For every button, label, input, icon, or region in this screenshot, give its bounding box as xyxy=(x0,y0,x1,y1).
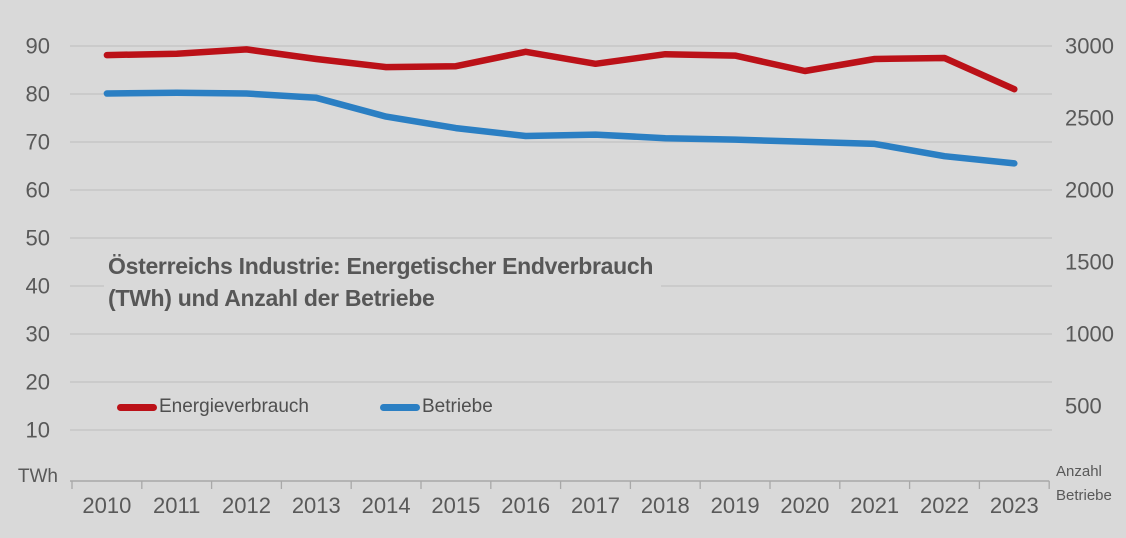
chart-title: Österreichs Industrie: Energetischer End… xyxy=(104,249,662,315)
legend-item-betriebe: Betriebe xyxy=(380,396,493,418)
left-axis-tick-label: 90 xyxy=(26,34,50,59)
left-axis-tick-label: 40 xyxy=(26,274,50,299)
legend-item-energieverbrauch: Energieverbrauch xyxy=(117,396,309,418)
x-axis-year-label: 2017 xyxy=(571,493,620,518)
left-axis-unit-label: TWh xyxy=(17,466,58,487)
right-axis-tick-label: 1500 xyxy=(1065,250,1114,275)
right-axis-tick-label: 3000 xyxy=(1065,34,1114,59)
right-axis-unit-line2: Betriebe xyxy=(1056,487,1112,504)
legend-label-energieverbrauch: Energieverbrauch xyxy=(159,396,309,417)
left-axis-tick-label: 80 xyxy=(26,82,50,107)
left-axis-tick-label: 10 xyxy=(26,418,50,443)
right-axis-tick-label: 500 xyxy=(1065,394,1102,419)
right-axis-tick-label: 2000 xyxy=(1065,178,1114,203)
left-axis-tick-label: 70 xyxy=(26,130,50,155)
betriebe-legend-dash-icon xyxy=(380,403,420,411)
x-axis-year-label: 2015 xyxy=(431,493,480,518)
x-axis-year-label: 2012 xyxy=(222,493,271,518)
x-axis-year-label: 2016 xyxy=(501,493,550,518)
x-axis-year-label: 2019 xyxy=(711,493,760,518)
x-axis-year-label: 2020 xyxy=(780,493,829,518)
x-axis-year-label: 2022 xyxy=(920,493,969,518)
legend-label-betriebe: Betriebe xyxy=(422,396,493,417)
energieverbrauch-line xyxy=(103,46,1018,93)
energieverbrauch-legend-dash-icon xyxy=(117,403,157,411)
left-axis-tick-label: 50 xyxy=(26,226,50,251)
betriebe-line xyxy=(103,89,1018,167)
x-axis-year-label: 2023 xyxy=(990,493,1039,518)
x-axis-year-label: 2011 xyxy=(153,493,200,518)
right-axis-tick-label: 1000 xyxy=(1065,322,1114,347)
left-axis-tick-label: 30 xyxy=(26,322,50,347)
x-axis-year-label: 2010 xyxy=(82,493,131,518)
right-axis-unit-line1: Anzahl xyxy=(1056,463,1102,480)
left-axis-tick-label: 60 xyxy=(26,178,50,203)
right-axis-unit-label: Anzahl Betriebe xyxy=(1056,460,1112,508)
right-axis-tick-label: 2500 xyxy=(1065,106,1114,131)
x-axis-year-label: 2013 xyxy=(292,493,341,518)
chart-title-line2: (TWh) und Anzahl der Betriebe xyxy=(108,285,435,311)
left-axis-tick-label: 20 xyxy=(26,370,50,395)
x-axis-year-label: 2018 xyxy=(641,493,690,518)
chart-title-line1: Österreichs Industrie: Energetischer End… xyxy=(108,253,654,279)
legend: Energieverbrauch Betriebe xyxy=(0,396,1126,420)
x-axis-year-label: 2021 xyxy=(850,493,899,518)
x-axis-year-label: 2014 xyxy=(362,493,411,518)
